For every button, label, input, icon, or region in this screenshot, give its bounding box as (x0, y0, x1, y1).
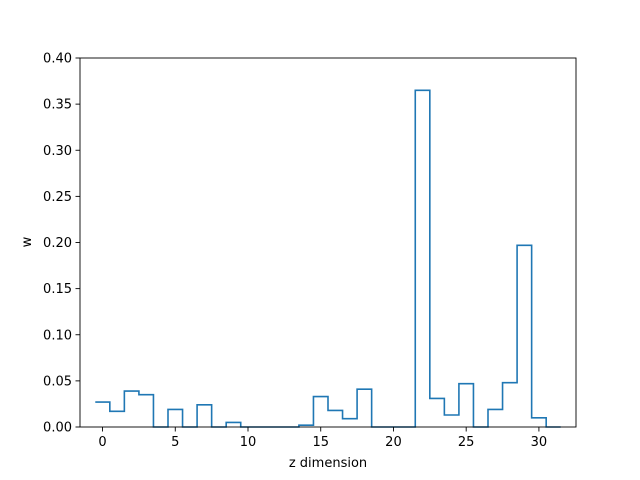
y-tick-label: 0.10 (43, 328, 72, 343)
y-tick-label: 0.35 (43, 98, 72, 113)
x-axis: 0 5 10 15 20 25 30 (98, 427, 547, 450)
x-tick-label: 25 (458, 435, 475, 450)
y-tick-label: 0.00 (43, 421, 72, 436)
y-tick-label: 0.15 (43, 282, 72, 297)
y-axis: 0.00 0.05 0.10 0.15 0.20 0.25 0.30 0.35 0.40 (43, 52, 80, 436)
plot-area (79, 57, 577, 428)
y-tick-label: 0.25 (43, 190, 72, 205)
x-tick-label: 5 (171, 435, 179, 450)
x-tick-label: 20 (385, 435, 402, 450)
y-tick-label: 0.05 (43, 374, 72, 389)
y-axis-label: w (20, 236, 35, 247)
x-tick-label: 0 (98, 435, 106, 450)
x-tick-label: 15 (312, 435, 329, 450)
series-step-line (95, 89, 561, 428)
x-axis-label: z dimension (289, 456, 367, 471)
y-tick-label: 0.20 (43, 236, 72, 251)
plot-frame (79, 57, 577, 428)
y-tick-label: 0.40 (43, 52, 72, 67)
x-tick-label: 10 (240, 435, 257, 450)
y-tick-label: 0.30 (43, 144, 72, 159)
x-tick-label: 30 (531, 435, 548, 450)
